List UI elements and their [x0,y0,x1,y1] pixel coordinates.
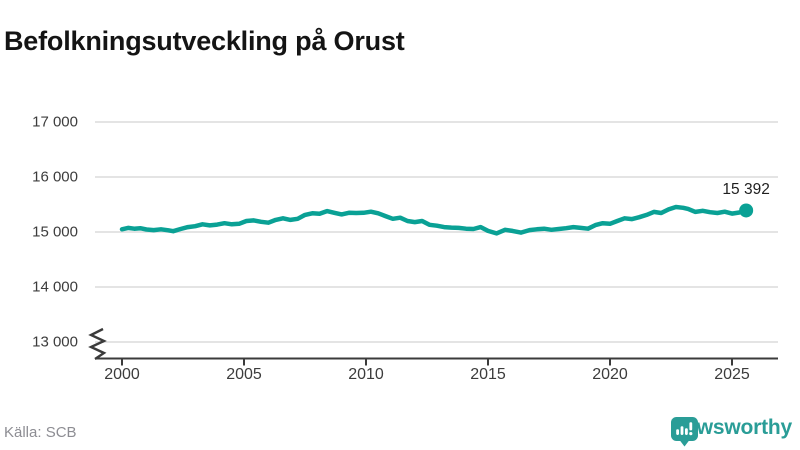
line-chart-canvas [88,121,778,366]
y-tick-label: 16 000 [32,168,78,186]
x-tick-label: 2020 [592,366,628,383]
x-tick-label: 2015 [470,366,506,383]
newsworthy-bubble-chart-icon [671,417,699,447]
x-tick-label: 2005 [226,366,262,383]
source-label: Källa: SCB [4,424,77,441]
x-tick-label: 2025 [714,366,750,383]
y-tick-label: 17 000 [32,113,78,131]
chart-title: Befolkningsutveckling på Orust [4,26,405,57]
axis-break-icon [88,327,107,360]
x-tick-label: 2000 [104,366,140,383]
newsworthy-logo: Newsworthy [670,416,792,447]
population-line [119,204,749,236]
y-tick-label: 15 000 [32,223,78,241]
end-point-dot [739,203,754,218]
newsworthy-wordmark: Newsworthy [670,416,792,439]
last-value-annotation: 15 392 [722,181,770,199]
x-tick-label: 2010 [348,366,384,383]
y-tick-label: 14 000 [32,278,78,296]
y-tick-label: 13 000 [32,333,78,351]
